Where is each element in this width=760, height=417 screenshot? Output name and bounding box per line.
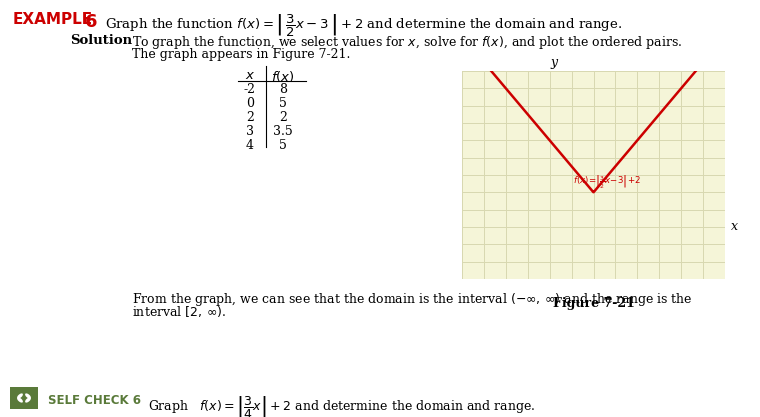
Text: EXAMPLE: EXAMPLE: [13, 12, 93, 27]
Text: $f(x)$: $f(x)$: [271, 69, 295, 84]
Text: 0: 0: [246, 97, 254, 110]
Text: Solution: Solution: [70, 34, 132, 47]
Text: $f(x)\!=\!\left|\frac{3}{2}x\!-\!3\right|\!+\!2$: $f(x)\!=\!\left|\frac{3}{2}x\!-\!3\right…: [573, 173, 641, 190]
Text: 3: 3: [246, 125, 254, 138]
Text: 5: 5: [279, 97, 287, 110]
Text: interval $[2,\,\infty)$.: interval $[2,\,\infty)$.: [132, 304, 226, 319]
Bar: [10, 387, 38, 409]
Text: 2: 2: [246, 111, 254, 124]
Ellipse shape: [25, 393, 31, 399]
Text: -2: -2: [244, 83, 256, 96]
Text: Graph   $f(x) = \left|\dfrac{3}{4}x\right| + 2$ and determine the domain and ran: Graph $f(x) = \left|\dfrac{3}{4}x\right|…: [148, 394, 536, 417]
Text: 5: 5: [279, 139, 287, 152]
Text: 4: 4: [246, 139, 254, 152]
Text: SELF CHECK 6: SELF CHECK 6: [48, 394, 141, 407]
Text: y: y: [550, 56, 557, 69]
Text: Graph the function $f(x) = \left|\,\dfrac{3}{2}x - 3\,\right| + 2$ and determine: Graph the function $f(x) = \left|\,\dfra…: [105, 13, 622, 39]
Ellipse shape: [25, 397, 31, 403]
Text: To graph the function, we select values for $x$, solve for $f(x)$, and plot the : To graph the function, we select values …: [132, 34, 682, 51]
Text: x: x: [731, 221, 738, 234]
Ellipse shape: [17, 397, 23, 403]
Text: 6: 6: [85, 13, 97, 31]
Text: 2: 2: [279, 111, 287, 124]
Text: From the graph, we can see that the domain is the interval $(-\infty,\,\infty)$ : From the graph, we can see that the doma…: [132, 291, 692, 308]
Text: 8: 8: [279, 83, 287, 96]
Text: $x$: $x$: [245, 69, 255, 82]
Text: 3.5: 3.5: [273, 125, 293, 138]
Text: The graph appears in Figure 7-21.: The graph appears in Figure 7-21.: [132, 48, 350, 61]
Text: Figure 7-21: Figure 7-21: [553, 297, 635, 310]
Ellipse shape: [17, 393, 23, 399]
